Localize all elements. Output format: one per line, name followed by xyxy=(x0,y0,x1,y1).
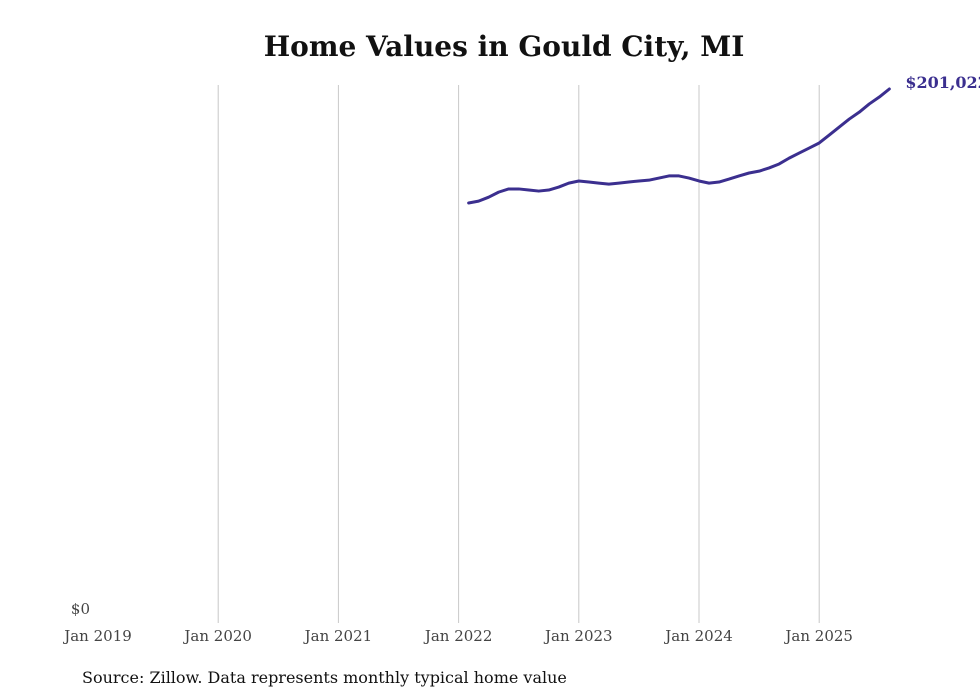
x-tick-label: Jan 2022 xyxy=(423,627,493,645)
x-tick-label: Jan 2021 xyxy=(303,627,373,645)
end-value-label: $201,022 xyxy=(905,73,980,92)
y-tick-label: $0 xyxy=(71,600,90,618)
x-tick-label: Jan 2023 xyxy=(543,627,613,645)
source-note: Source: Zillow. Data represents monthly … xyxy=(82,668,567,687)
x-tick-label: Jan 2019 xyxy=(62,627,132,645)
x-tick-label: Jan 2025 xyxy=(783,627,853,645)
chart-title: Home Values in Gould City, MI xyxy=(263,30,745,63)
series-line xyxy=(467,87,891,205)
x-tick-label: Jan 2024 xyxy=(663,627,733,645)
x-tick-label: Jan 2020 xyxy=(182,627,252,645)
